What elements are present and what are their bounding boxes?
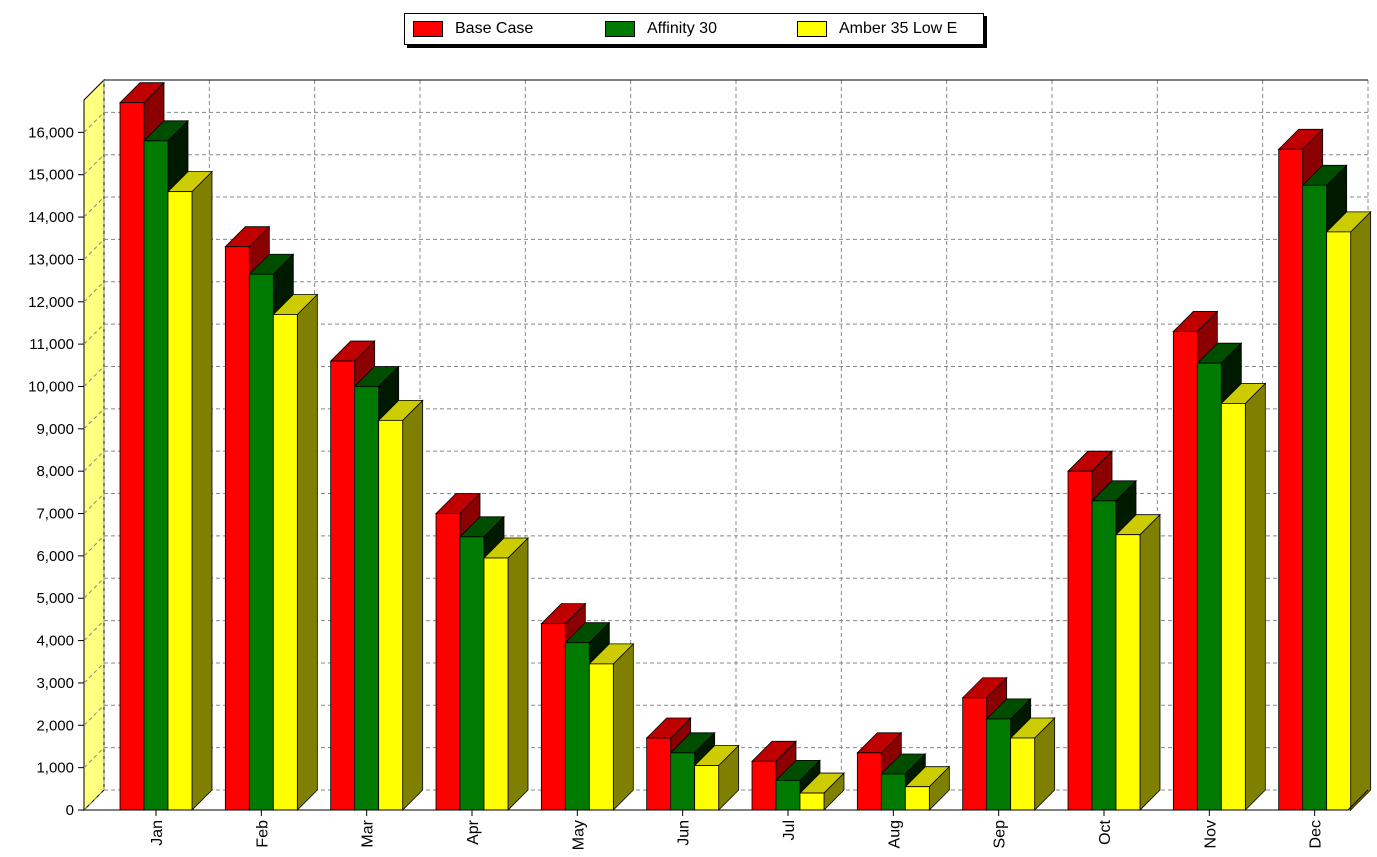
x-tick-label: Jun <box>676 820 693 846</box>
bar-amber-35-low-e-may <box>588 642 635 811</box>
grid-line-diagonal <box>83 408 105 430</box>
grid-line-diagonal <box>83 111 105 133</box>
legend: Base Case Affinity 30 Amber 35 Low E <box>404 13 984 45</box>
chart-axes <box>78 79 1369 816</box>
grid-line-diagonal <box>83 366 105 387</box>
grid-line-diagonal <box>83 239 105 260</box>
y-tick-label: 2,000 <box>36 717 74 734</box>
x-tick-label: Mar <box>360 819 377 847</box>
x-tick-label: Sep <box>992 820 1009 849</box>
legend-label: Affinity 30 <box>647 20 717 37</box>
y-tick-label: 15,000 <box>28 167 74 184</box>
legend-item: Base Case <box>413 19 533 39</box>
legend-label: Amber 35 Low E <box>839 20 958 37</box>
x-tick-label: Aug <box>886 820 903 848</box>
x-tick-label: Nov <box>1202 820 1219 848</box>
floor-edge <box>1347 789 1369 811</box>
y-tick-label: 11,000 <box>29 336 74 353</box>
y-tick-label: 0 <box>66 802 74 819</box>
y-tick-label: 9,000 <box>36 421 74 438</box>
grid-line-diagonal <box>83 154 105 176</box>
bar-amber-35-low-e-sep <box>1009 717 1056 811</box>
grid-line-diagonal <box>83 493 105 514</box>
bar-amber-35-low-e-oct <box>1115 513 1161 811</box>
y-tick-label: 14,000 <box>28 209 74 226</box>
chart-back-wall <box>83 78 105 812</box>
y-tick-label: 6,000 <box>36 548 74 565</box>
grid-line-diagonal <box>83 789 105 811</box>
grid-line-diagonal <box>83 747 105 769</box>
legend-swatch <box>413 21 443 37</box>
legend-swatch <box>797 21 827 37</box>
bar-amber-35-low-e-jul <box>799 772 845 811</box>
x-tick-label: Apr <box>465 819 482 845</box>
y-tick-label: 4,000 <box>36 633 74 650</box>
bar-amber-35-low-e-mar <box>377 399 424 811</box>
grid-line-diagonal <box>83 323 105 345</box>
grid-line-diagonal <box>83 662 105 684</box>
x-tick-label: Feb <box>254 820 271 848</box>
bar-amber-35-low-e-feb <box>272 293 319 811</box>
y-tick-label: 1,000 <box>36 760 74 777</box>
y-tick-label: 8,000 <box>36 463 74 480</box>
x-tick-label: May <box>570 820 587 850</box>
legend-swatch <box>605 21 635 37</box>
bar-amber-35-low-e-dec <box>1325 210 1372 811</box>
legend-item: Amber 35 Low E <box>797 19 957 39</box>
bar-amber-35-low-e-nov <box>1220 382 1267 811</box>
x-axis-ticks: Jan Feb Mar Apr May Jun Jul Aug Sep Oct Nov Dec <box>149 819 1325 850</box>
bar-amber-35-low-e-jun <box>693 744 740 811</box>
bar-amber-35-low-e-apr <box>483 537 529 811</box>
y-tick-label: 16,000 <box>28 124 74 141</box>
grid-line-diagonal <box>83 704 105 726</box>
x-tick-label: Jan <box>149 820 166 846</box>
y-tick-label: 10,000 <box>28 378 74 395</box>
legend-item: Affinity 30 <box>605 19 717 39</box>
y-tick-label: 12,000 <box>28 294 74 311</box>
bar-amber-35-low-e-aug <box>904 765 951 811</box>
y-tick-label: 7,000 <box>36 506 74 523</box>
x-tick-label: Jul <box>781 820 798 840</box>
legend-label: Base Case <box>455 20 534 37</box>
x-tick-label: Oct <box>1097 819 1114 844</box>
y-tick-label: 5,000 <box>36 590 74 607</box>
y-tick-label: 3,000 <box>36 675 74 692</box>
grid-line-diagonal <box>83 450 105 472</box>
bar-amber-35-low-e-jan <box>167 170 213 811</box>
chart-bars <box>119 81 1372 811</box>
grid-line-diagonal <box>83 196 105 218</box>
y-tick-label: 13,000 <box>28 251 74 268</box>
grid-line-diagonal <box>83 620 105 641</box>
grid-line-diagonal <box>83 535 105 557</box>
y-axis-ticks: 0 1,000 2,000 3,000 4,000 5,000 6,000 7,000 8,00… <box>28 124 74 819</box>
grid-line-diagonal <box>83 577 105 599</box>
grid-line-diagonal <box>83 281 105 303</box>
side-wall <box>83 78 105 812</box>
bar-affinity-30-aug <box>880 753 927 811</box>
x-tick-label: Dec <box>1308 820 1325 848</box>
